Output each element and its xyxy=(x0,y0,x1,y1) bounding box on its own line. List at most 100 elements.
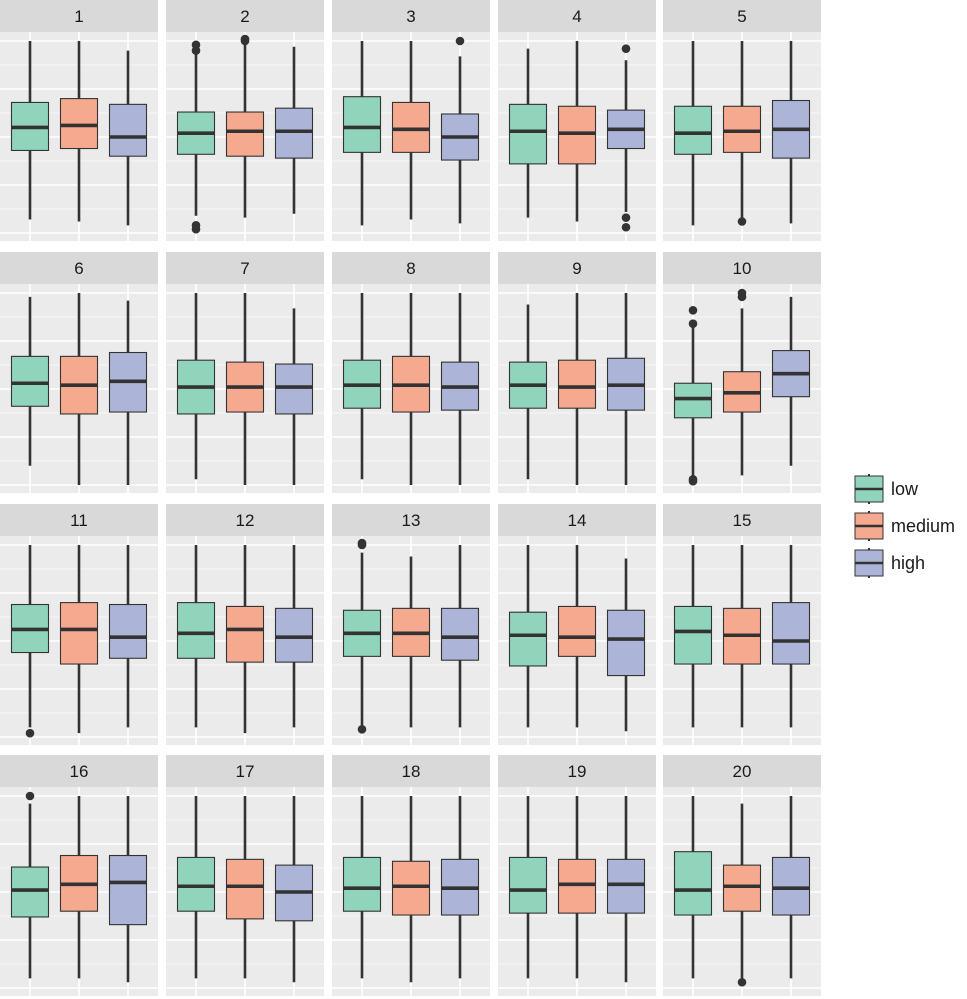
box-body xyxy=(10,355,50,407)
box-body xyxy=(10,866,50,918)
facet-panel-14: 14 xyxy=(498,504,656,745)
facet-panel-17: 17 xyxy=(166,755,324,996)
facet-strip xyxy=(0,504,158,536)
box-low xyxy=(508,304,548,480)
facet-panel-12: 12 xyxy=(166,504,324,745)
facet-panel-3: 3 xyxy=(332,0,490,241)
box-high xyxy=(771,545,811,728)
facet-strip-label: 9 xyxy=(572,259,581,278)
box-high xyxy=(606,558,646,732)
facet-strip xyxy=(332,252,490,284)
facet-panel-7: 7 xyxy=(166,252,324,493)
box-body xyxy=(176,856,216,912)
facet-strip xyxy=(166,755,324,787)
facet-strip-label: 19 xyxy=(568,762,587,781)
box-body xyxy=(274,107,314,159)
facet-strip-label: 5 xyxy=(737,7,746,26)
box-body xyxy=(391,860,431,916)
outlier-point xyxy=(737,217,747,226)
box-body xyxy=(673,382,713,419)
facet-strip-label: 18 xyxy=(402,762,421,781)
box-high xyxy=(440,36,480,224)
box-body xyxy=(225,858,265,920)
box-high xyxy=(606,796,646,983)
box-low xyxy=(342,293,382,480)
box-high xyxy=(108,50,148,226)
facet-strip xyxy=(166,252,324,284)
facet-strip-label: 20 xyxy=(733,762,752,781)
box-body xyxy=(108,854,148,926)
facet-strip-label: 14 xyxy=(568,511,587,530)
outlier-point xyxy=(737,288,747,298)
outlier-point xyxy=(357,538,367,548)
box-body xyxy=(673,851,713,916)
facet-strip xyxy=(332,0,490,32)
box-body xyxy=(606,609,646,677)
box-low xyxy=(673,41,713,226)
facet-panel-5: 5 xyxy=(663,0,821,241)
facet-strip xyxy=(498,252,656,284)
facet-panel-18: 18 xyxy=(332,755,490,996)
box-body xyxy=(342,856,382,912)
box-low xyxy=(176,40,216,234)
legend-item-low: low xyxy=(854,474,919,504)
facet-panel-15: 15 xyxy=(663,504,821,745)
box-body xyxy=(59,98,99,150)
box-medium xyxy=(391,293,431,485)
box-body xyxy=(606,858,646,914)
facet-panel-8: 8 xyxy=(332,252,490,493)
facet-strip-label: 13 xyxy=(402,511,421,530)
box-body xyxy=(557,605,597,657)
box-body xyxy=(108,103,148,157)
box-body xyxy=(771,602,811,665)
box-high xyxy=(771,296,811,466)
box-high xyxy=(771,796,811,979)
box-body xyxy=(557,858,597,914)
box-medium xyxy=(391,556,431,728)
box-medium xyxy=(59,293,99,485)
box-medium xyxy=(722,545,762,728)
facet-panel-19: 19 xyxy=(498,755,656,996)
box-body xyxy=(673,105,713,155)
facet-strip xyxy=(663,755,821,787)
facet-panel-11: 11 xyxy=(0,504,158,745)
outlier-point xyxy=(688,474,698,484)
box-high xyxy=(606,293,646,485)
box-low xyxy=(176,545,216,728)
box-body xyxy=(771,856,811,916)
box-body xyxy=(508,103,548,165)
box-low xyxy=(176,796,216,979)
box-low xyxy=(176,293,216,480)
outlier-point xyxy=(621,44,631,53)
box-high xyxy=(274,46,314,214)
box-low xyxy=(342,41,382,226)
facet-panel-10: 10 xyxy=(663,252,821,493)
box-medium xyxy=(59,796,99,979)
facet-panel-20: 20 xyxy=(663,755,821,996)
legend-item-high: high xyxy=(854,548,925,578)
box-body xyxy=(673,605,713,665)
facet-strip-label: 12 xyxy=(236,511,255,530)
box-body xyxy=(557,359,597,409)
facet-strip xyxy=(332,504,490,536)
box-body xyxy=(722,864,762,912)
legend-label: medium xyxy=(891,516,955,536)
box-low xyxy=(673,796,713,979)
box-medium xyxy=(225,796,265,979)
facet-strip xyxy=(498,755,656,787)
facet-strip xyxy=(166,0,324,32)
box-body xyxy=(342,96,382,153)
outlier-point xyxy=(240,34,250,44)
box-body xyxy=(508,856,548,914)
facet-strip xyxy=(663,252,821,284)
outlier-point xyxy=(688,305,698,315)
box-low xyxy=(10,545,50,738)
outlier-point xyxy=(191,221,201,230)
box-body xyxy=(225,605,265,663)
box-medium xyxy=(225,293,265,485)
box-high xyxy=(606,44,646,232)
outlier-point xyxy=(688,319,698,329)
box-low xyxy=(508,796,548,979)
box-medium xyxy=(59,41,99,222)
